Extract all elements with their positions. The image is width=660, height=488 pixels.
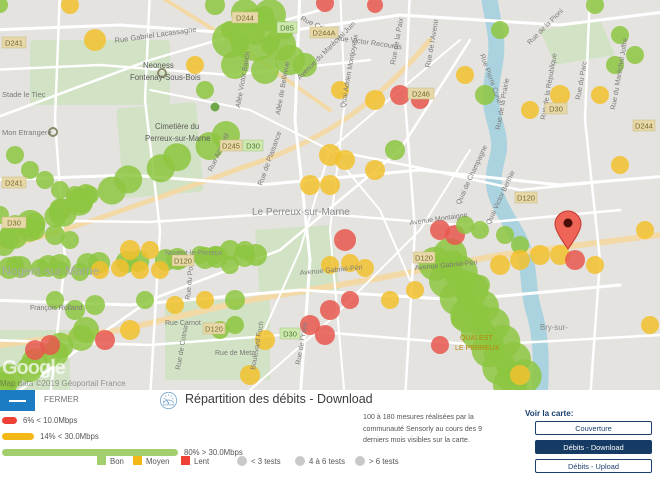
svg-text:D241: D241	[5, 39, 23, 48]
svg-text:Neoness: Neoness	[143, 61, 174, 70]
svg-text:D30: D30	[283, 330, 297, 339]
svg-text:D120: D120	[517, 194, 535, 203]
svg-text:François Rolland: François Rolland	[30, 305, 83, 312]
svg-text:Cimetière du: Cimetière du	[155, 122, 199, 131]
svg-text:D30: D30	[246, 142, 260, 151]
svg-text:D244: D244	[236, 14, 254, 23]
svg-text:D120: D120	[205, 325, 223, 334]
svg-text:D244A: D244A	[313, 29, 336, 38]
svg-text:D85: D85	[280, 24, 294, 33]
svg-text:Nogent-sur-Marne: Nogent-sur-Marne	[2, 264, 100, 278]
svg-text:D30: D30	[7, 219, 21, 228]
svg-text:Stade le Tiec: Stade le Tiec	[2, 90, 46, 99]
svg-text:Fontenay-Sous-Bois: Fontenay-Sous-Bois	[130, 73, 201, 82]
svg-text:Bry-sur-: Bry-sur-	[540, 323, 568, 332]
svg-text:D241: D241	[5, 179, 23, 188]
svg-text:D120: D120	[415, 254, 433, 263]
svg-text:D245: D245	[222, 142, 240, 151]
svg-text:D30: D30	[549, 105, 563, 114]
svg-text:D244: D244	[635, 122, 653, 131]
svg-text:LE PERREUX: LE PERREUX	[455, 345, 500, 352]
svg-text:D246: D246	[412, 90, 430, 99]
svg-text:QUAI EST: QUAI EST	[460, 335, 493, 342]
svg-text:Mon Etrangere: Mon Etrangere	[2, 128, 52, 137]
svg-text:Perreux-sur-Marne: Perreux-sur-Marne	[145, 134, 210, 143]
svg-text:Rue de Metz: Rue de Metz	[215, 350, 255, 357]
svg-text:Le Perreux-sur-Marne: Le Perreux-sur-Marne	[252, 207, 350, 218]
svg-text:D120: D120	[174, 257, 192, 266]
